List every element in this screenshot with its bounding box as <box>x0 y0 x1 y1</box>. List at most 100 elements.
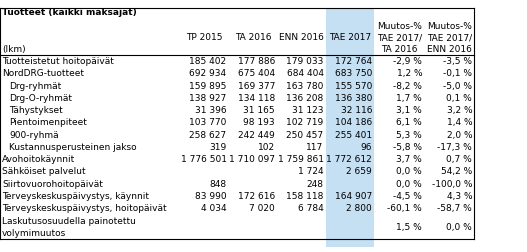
Text: ENN 2016: ENN 2016 <box>427 45 472 53</box>
Text: 250 457: 250 457 <box>287 131 324 140</box>
Text: 136 208: 136 208 <box>286 94 324 103</box>
Text: 1,4 %: 1,4 % <box>446 118 472 127</box>
Text: -60,1 %: -60,1 % <box>387 204 422 213</box>
Text: 102 719: 102 719 <box>286 118 324 127</box>
Text: 3,2 %: 3,2 % <box>446 106 472 115</box>
Bar <box>0 8 474 247</box>
Text: 117: 117 <box>306 143 324 152</box>
Text: Tuotteet (kaikki maksajat): Tuotteet (kaikki maksajat) <box>2 8 137 17</box>
Text: TA 2016: TA 2016 <box>235 34 271 42</box>
Text: (lkm): (lkm) <box>2 45 26 54</box>
Text: 98 193: 98 193 <box>243 118 275 127</box>
Text: 6,1 %: 6,1 % <box>396 118 422 127</box>
Text: -17,3 %: -17,3 % <box>437 143 472 152</box>
Text: TAE 2017/: TAE 2017/ <box>427 34 472 42</box>
Text: TAE 2017: TAE 2017 <box>329 34 371 42</box>
Text: 179 033: 179 033 <box>286 57 324 66</box>
Text: NordDRG-tuotteet: NordDRG-tuotteet <box>2 69 84 78</box>
Text: 684 404: 684 404 <box>287 69 324 78</box>
Text: Sähköiset palvelut: Sähköiset palvelut <box>2 167 86 176</box>
Text: 0,0 %: 0,0 % <box>396 167 422 176</box>
Text: 683 750: 683 750 <box>335 69 372 78</box>
Text: 136 380: 136 380 <box>335 94 372 103</box>
Text: 31 396: 31 396 <box>195 106 227 115</box>
Text: Pientoimenpiteet: Pientoimenpiteet <box>9 118 87 127</box>
Text: 5,3 %: 5,3 % <box>396 131 422 140</box>
Text: -4,5 %: -4,5 % <box>393 192 422 201</box>
Text: 319: 319 <box>209 143 227 152</box>
Text: 172 764: 172 764 <box>335 57 372 66</box>
Text: Drg-O-ryhmät: Drg-O-ryhmät <box>9 94 73 103</box>
Text: 1 710 097: 1 710 097 <box>229 155 275 164</box>
Text: Drg-ryhmät: Drg-ryhmät <box>9 82 62 91</box>
Text: 1 776 501: 1 776 501 <box>181 155 227 164</box>
Text: TA 2016: TA 2016 <box>381 45 417 53</box>
Text: 177 886: 177 886 <box>238 57 275 66</box>
Text: 32 116: 32 116 <box>340 106 372 115</box>
Text: 31 123: 31 123 <box>292 106 324 115</box>
Text: 155 570: 155 570 <box>335 82 372 91</box>
Text: Terveyskeskuspäivystys, hoitopäivät: Terveyskeskuspäivystys, hoitopäivät <box>2 204 167 213</box>
Text: 0,7 %: 0,7 % <box>446 155 472 164</box>
Text: Kustannusperusteinen jakso: Kustannusperusteinen jakso <box>9 143 137 152</box>
Text: Tähystykset: Tähystykset <box>9 106 63 115</box>
Text: 0,0 %: 0,0 % <box>446 223 472 232</box>
Text: 0,0 %: 0,0 % <box>396 180 422 189</box>
Text: 3,7 %: 3,7 % <box>396 155 422 164</box>
Text: 164 907: 164 907 <box>335 192 372 201</box>
Text: 2,0 %: 2,0 % <box>446 131 472 140</box>
Text: -5,0 %: -5,0 % <box>443 82 472 91</box>
Text: 159 895: 159 895 <box>189 82 227 91</box>
Text: Tuotteistetut hoitopäivät: Tuotteistetut hoitopäivät <box>2 57 114 66</box>
Text: 172 616: 172 616 <box>238 192 275 201</box>
Text: 2 659: 2 659 <box>346 167 372 176</box>
Text: 185 402: 185 402 <box>190 57 227 66</box>
Text: Laskutusosuudella painotettu: Laskutusosuudella painotettu <box>2 216 136 226</box>
Text: 138 927: 138 927 <box>189 94 227 103</box>
Bar <box>326 8 374 247</box>
Text: 96: 96 <box>360 143 372 152</box>
Text: 848: 848 <box>210 180 227 189</box>
Text: -8,2 %: -8,2 % <box>393 82 422 91</box>
Text: 248: 248 <box>307 180 324 189</box>
Text: volymimuutos: volymimuutos <box>2 229 66 238</box>
Text: Avohoitokäynnit: Avohoitokäynnit <box>2 155 75 164</box>
Text: 2 800: 2 800 <box>346 204 372 213</box>
Text: 158 118: 158 118 <box>286 192 324 201</box>
Text: 1,5 %: 1,5 % <box>396 223 422 232</box>
Text: 1,7 %: 1,7 % <box>396 94 422 103</box>
Text: 675 404: 675 404 <box>238 69 275 78</box>
Text: -58,7 %: -58,7 % <box>437 204 472 213</box>
Text: 104 186: 104 186 <box>335 118 372 127</box>
Text: 54,2 %: 54,2 % <box>441 167 472 176</box>
Text: -3,5 %: -3,5 % <box>443 57 472 66</box>
Text: 103 770: 103 770 <box>189 118 227 127</box>
Text: 255 401: 255 401 <box>335 131 372 140</box>
Text: -0,1 %: -0,1 % <box>443 69 472 78</box>
Text: 83 990: 83 990 <box>195 192 227 201</box>
Text: Terveyskeskuspäivystys, käynnit: Terveyskeskuspäivystys, käynnit <box>2 192 149 201</box>
Text: Siirtovuorohoitopäivät: Siirtovuorohoitopäivät <box>2 180 103 189</box>
Text: 0,1 %: 0,1 % <box>446 94 472 103</box>
Text: 31 165: 31 165 <box>243 106 275 115</box>
Text: 1 772 612: 1 772 612 <box>326 155 372 164</box>
Text: -5,8 %: -5,8 % <box>393 143 422 152</box>
Text: 7 020: 7 020 <box>249 204 275 213</box>
Text: ENN 2016: ENN 2016 <box>279 34 324 42</box>
Text: 3,1 %: 3,1 % <box>396 106 422 115</box>
Text: Muutos-%: Muutos-% <box>427 22 472 31</box>
Text: 102: 102 <box>258 143 275 152</box>
Text: TP 2015: TP 2015 <box>186 34 223 42</box>
Text: 134 118: 134 118 <box>238 94 275 103</box>
Text: 258 627: 258 627 <box>190 131 227 140</box>
Text: 900-ryhmä: 900-ryhmä <box>9 131 59 140</box>
Text: -2,9 %: -2,9 % <box>393 57 422 66</box>
Text: 4 034: 4 034 <box>201 204 227 213</box>
Text: 1 759 861: 1 759 861 <box>278 155 324 164</box>
Text: -100,0 %: -100,0 % <box>432 180 472 189</box>
Text: Muutos-%: Muutos-% <box>377 22 422 31</box>
Text: 169 377: 169 377 <box>238 82 275 91</box>
Text: TAE 2017/: TAE 2017/ <box>377 34 422 42</box>
Text: 1,2 %: 1,2 % <box>396 69 422 78</box>
Text: 6 784: 6 784 <box>298 204 324 213</box>
